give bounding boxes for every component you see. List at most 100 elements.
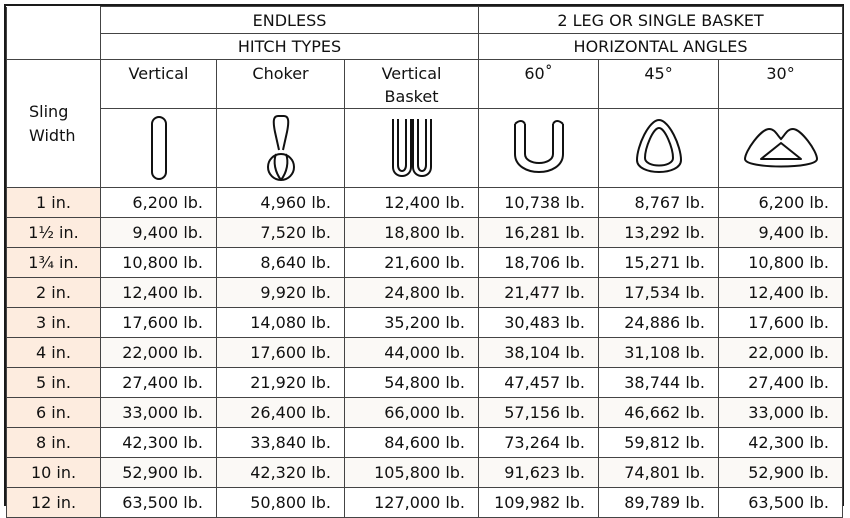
- choker-hitch-icon: [266, 115, 295, 181]
- capacity-cell: 50,800 lb.: [216, 487, 345, 518]
- capacity-cell: 38,744 lb.: [598, 367, 720, 398]
- sling-width-cell: 3 in.: [6, 307, 101, 338]
- capacity-cell: 9,400 lb.: [100, 217, 217, 248]
- sling-width-cell: 12 in.: [6, 487, 101, 518]
- icon-cell-45: [598, 108, 720, 188]
- capacity-cell: 13,292 lb.: [598, 217, 720, 248]
- capacity-cell: 27,400 lb.: [100, 367, 217, 398]
- subheader-hitch-types: HITCH TYPES: [99, 33, 480, 60]
- sling-width-cell: 1 in.: [6, 187, 101, 218]
- table-row: 1 in. 6,200 lb. 4,960 lb. 12,400 lb. 10,738 …: [6, 187, 844, 218]
- capacity-cell: 18,706 lb.: [478, 247, 600, 278]
- capacity-cell: 10,738 lb.: [478, 187, 600, 218]
- capacity-cell: 73,264 lb.: [478, 427, 600, 458]
- sling-width-cell: 8 in.: [6, 427, 101, 458]
- capacity-cell: 16,281 lb.: [478, 217, 600, 248]
- group-header-basket: 2 LEG OR SINGLE BASKET: [478, 6, 844, 34]
- capacity-cell: 8,767 lb.: [598, 187, 720, 218]
- icon-cell-vertical: [100, 108, 217, 188]
- table-row: 1¾ in. 10,800 lb. 8,640 lb. 21,600 lb. 18,70…: [6, 247, 844, 278]
- sling-width-cell: 5 in.: [6, 367, 101, 398]
- capacity-cell: 21,600 lb.: [343, 247, 480, 278]
- sling-width-line1: Sling: [29, 101, 69, 121]
- capacity-cell: 42,300 lb.: [718, 427, 844, 458]
- capacity-cell: 26,400 lb.: [216, 397, 345, 428]
- table-row: 12 in. 63,500 lb. 50,800 lb. 127,000 lb. 109…: [6, 487, 844, 518]
- basket-45-icon: [635, 118, 682, 173]
- capacity-cell: 127,000 lb.: [343, 487, 480, 518]
- capacity-cell: 12,400 lb.: [718, 277, 844, 308]
- sling-width-cell: 1¾ in.: [6, 247, 101, 278]
- capacity-cell: 63,500 lb.: [718, 487, 844, 518]
- capacity-cell: 57,156 lb.: [478, 397, 600, 428]
- sling-width-cell: 1½ in.: [6, 217, 101, 248]
- icon-cell-30: [718, 108, 844, 188]
- capacity-cell: 21,477 lb.: [478, 277, 600, 308]
- table-row: 4 in. 22,000 lb. 17,600 lb. 44,000 lb. 38,10…: [6, 337, 844, 368]
- capacity-cell: 17,534 lb.: [598, 277, 720, 308]
- capacity-cell: 33,840 lb.: [216, 427, 345, 458]
- capacity-cell: 8,640 lb.: [216, 247, 345, 278]
- capacity-cell: 9,400 lb.: [718, 217, 844, 248]
- capacity-cell: 9,920 lb.: [216, 277, 345, 308]
- capacity-cell: 24,886 lb.: [598, 307, 720, 338]
- capacity-cell: 59,812 lb.: [598, 427, 720, 458]
- capacity-cell: 6,200 lb.: [100, 187, 217, 218]
- capacity-cell: 38,104 lb.: [478, 337, 600, 368]
- column-header-60: 60˚: [478, 59, 600, 109]
- capacity-cell: 17,600 lb.: [100, 307, 217, 338]
- capacity-cell: 109,982 lb.: [478, 487, 600, 518]
- capacity-cell: 22,000 lb.: [100, 337, 217, 368]
- basket-30-icon: [743, 127, 818, 168]
- capacity-cell: 66,000 lb.: [343, 397, 480, 428]
- corner-empty-cell: [6, 6, 101, 60]
- capacity-cell: 22,000 lb.: [718, 337, 844, 368]
- sling-width-cell: 10 in.: [6, 457, 101, 488]
- column-header-30: 30°: [718, 59, 844, 109]
- table-row: 3 in. 17,600 lb. 14,080 lb. 35,200 lb. 30,48…: [6, 307, 844, 338]
- capacity-cell: 105,800 lb.: [343, 457, 480, 488]
- sling-width-line2: Width: [29, 125, 76, 145]
- capacity-cell: 74,801 lb.: [598, 457, 720, 488]
- capacity-cell: 18,800 lb.: [343, 217, 480, 248]
- icon-cell-vertical-basket: [343, 108, 480, 188]
- capacity-cell: 31,108 lb.: [598, 337, 720, 368]
- sling-width-cell: 6 in.: [6, 397, 101, 428]
- capacity-cell: 84,600 lb.: [343, 427, 480, 458]
- sling-width-header: Sling Width: [6, 59, 101, 188]
- capacity-cell: 12,400 lb.: [343, 187, 480, 218]
- capacity-cell: 42,320 lb.: [216, 457, 345, 488]
- sling-capacity-table: ENDLESS 2 LEG OR SINGLE BASKET HITCH TYP…: [6, 6, 844, 518]
- table-row: 6 in. 33,000 lb. 26,400 lb. 66,000 lb. 57,15…: [6, 397, 844, 428]
- sling-width-cell: 2 in.: [6, 277, 101, 308]
- capacity-cell: 15,271 lb.: [598, 247, 720, 278]
- capacity-cell: 17,600 lb.: [216, 337, 345, 368]
- icon-cell-choker: [216, 108, 345, 188]
- group-header-endless: ENDLESS: [99, 6, 480, 34]
- capacity-cell: 52,900 lb.: [100, 457, 217, 488]
- capacity-cell: 91,623 lb.: [478, 457, 600, 488]
- table-row: 1½ in. 9,400 lb. 7,520 lb. 18,800 lb. 16,281…: [6, 217, 844, 248]
- column-header-vertical-basket: Vertical Basket: [343, 59, 480, 109]
- capacity-cell: 12,400 lb.: [100, 277, 217, 308]
- capacity-cell: 44,000 lb.: [343, 337, 480, 368]
- capacity-cell: 17,600 lb.: [718, 307, 844, 338]
- table-row: 10 in. 52,900 lb. 42,320 lb. 105,800 lb. 91,…: [6, 457, 844, 488]
- capacity-cell: 33,000 lb.: [100, 397, 217, 428]
- table-row: 8 in. 42,300 lb. 33,840 lb. 84,600 lb. 73,26…: [6, 427, 844, 458]
- capacity-cell: 30,483 lb.: [478, 307, 600, 338]
- sling-capacity-table-frame: ENDLESS 2 LEG OR SINGLE BASKET HITCH TYP…: [4, 4, 844, 518]
- capacity-cell: 46,662 lb.: [598, 397, 720, 428]
- icon-cell-60: [478, 108, 600, 188]
- vertical-basket-icon: [391, 119, 432, 177]
- capacity-rows: 1 in. 6,200 lb. 4,960 lb. 12,400 lb. 10,738 …: [6, 187, 844, 518]
- capacity-cell: 63,500 lb.: [100, 487, 217, 518]
- capacity-cell: 10,800 lb.: [718, 247, 844, 278]
- capacity-cell: 6,200 lb.: [718, 187, 844, 218]
- capacity-cell: 27,400 lb.: [718, 367, 844, 398]
- capacity-cell: 33,000 lb.: [718, 397, 844, 428]
- capacity-cell: 47,457 lb.: [478, 367, 600, 398]
- vertical-loop-icon: [150, 116, 167, 180]
- column-header-vertical: Vertical: [100, 59, 217, 109]
- table-row: 2 in. 12,400 lb. 9,920 lb. 24,800 lb. 21,477…: [6, 277, 844, 308]
